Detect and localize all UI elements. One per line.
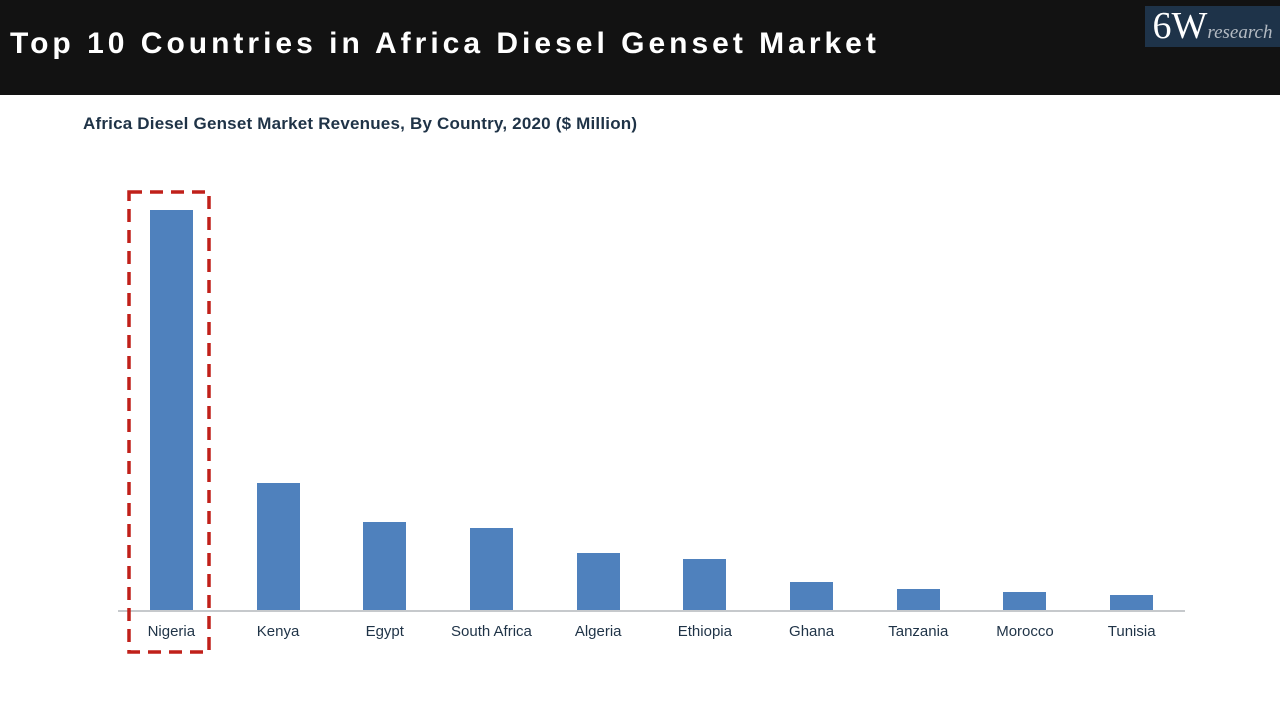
bar-tunisia [1110,595,1154,610]
brand-logo-research: research [1207,22,1273,43]
bar-south-africa [469,528,513,610]
bar-group-algeria [545,553,652,610]
chart-title: Africa Diesel Genset Market Revenues, By… [83,114,638,133]
bar-algeria [576,553,620,610]
x-axis-labels: Nigeria Kenya Egypt South Africa Algeria Ethi… [118,623,1185,640]
x-label-morocco: Morocco [996,623,1054,640]
brand-logo-6w: 6W [1152,6,1208,47]
x-label-tunisia: Tunisia [1107,623,1156,640]
x-label-tanzania: Tanzania [888,623,949,640]
bar-nigeria [149,210,193,610]
bar-group-morocco [972,592,1079,610]
bar-tanzania [896,589,940,610]
bar-kenya [256,483,300,610]
page-title: Top 10 Countries in Africa Diesel Genset… [10,27,880,60]
bar-group-south-africa [438,528,545,610]
x-label-algeria: Algeria [574,623,622,640]
bar-group-tanzania [865,589,972,610]
x-label-ethiopia: Ethiopia [677,623,732,640]
bar-group-tunisia [1078,595,1185,610]
brand-logo: 6W research [1145,6,1280,47]
bar-group-ethiopia [652,559,759,610]
x-label-egypt: Egypt [365,623,404,640]
x-label-ghana: Ghana [789,623,835,640]
bar-morocco [1003,592,1047,610]
x-label-south-africa: South Africa [451,623,532,640]
bar-group-kenya [225,483,332,610]
bar-egypt [363,522,407,610]
bar-ghana [790,582,834,610]
bar-group-egypt [331,522,438,610]
x-label-kenya: Kenya [256,623,300,640]
header-bar: Top 10 Countries in Africa Diesel Genset… [0,0,1280,95]
x-label-nigeria: Nigeria [147,623,196,640]
bar-group-nigeria [118,210,225,610]
plot-area [118,165,1185,612]
bar-ethiopia [683,559,727,610]
bar-group-ghana [758,582,865,610]
